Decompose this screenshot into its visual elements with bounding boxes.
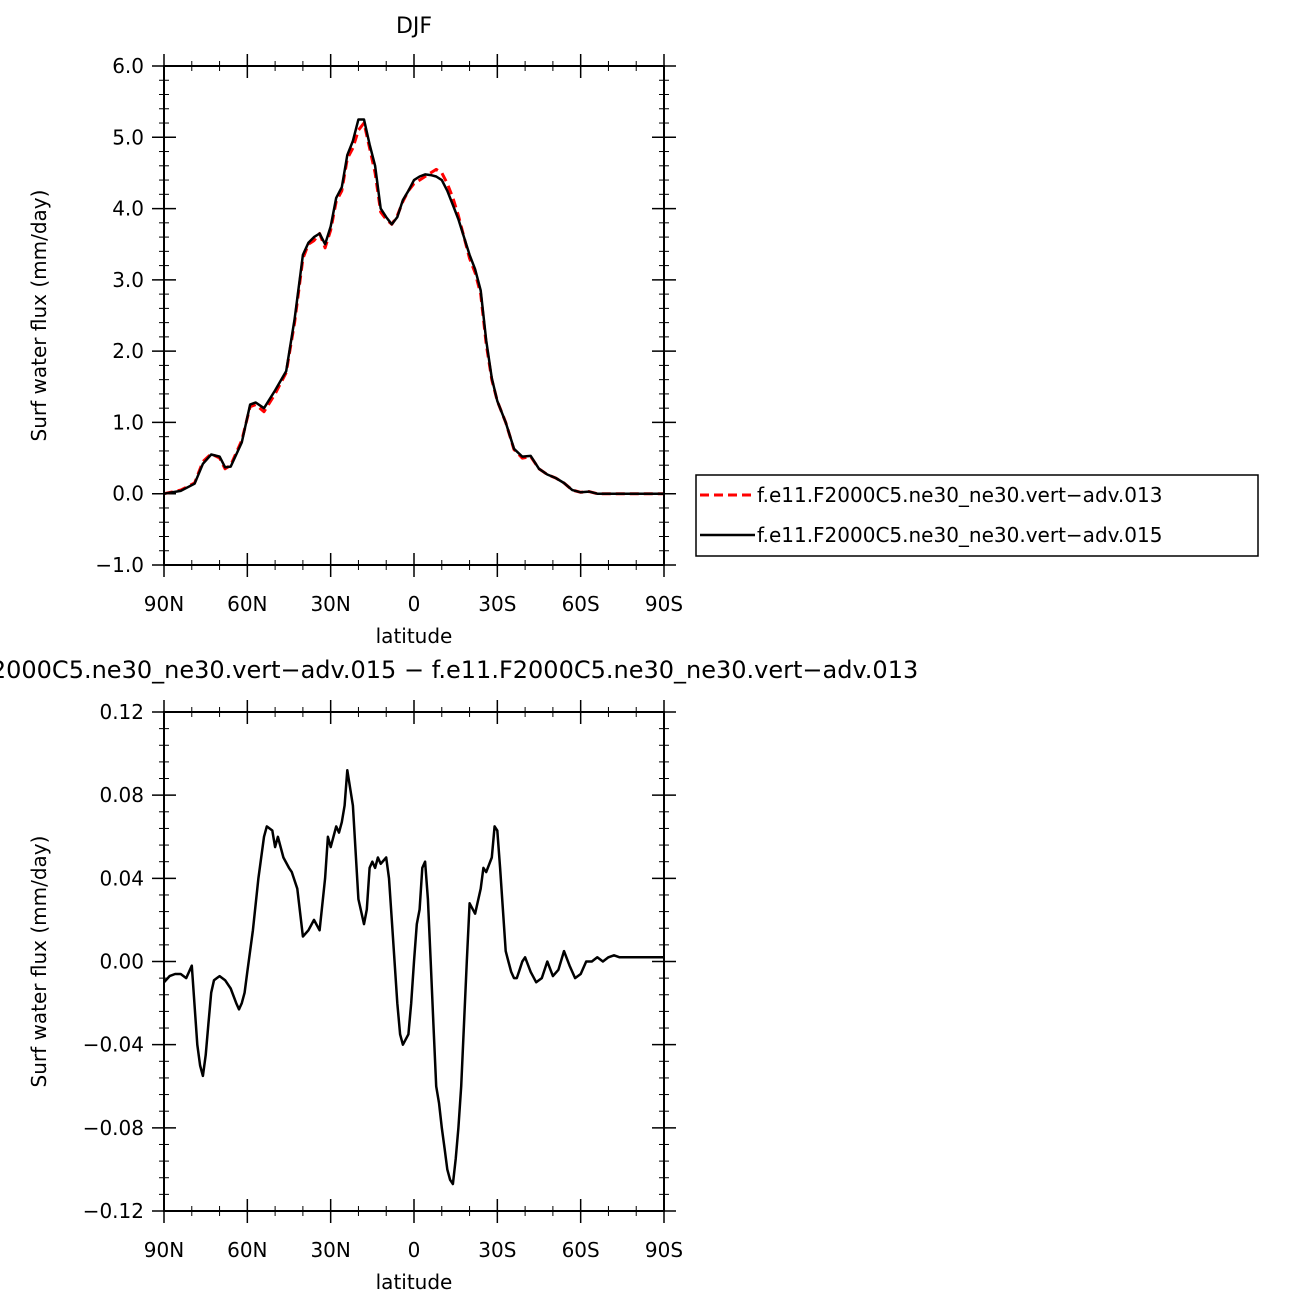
y-tick-label: 0.12 <box>99 700 144 724</box>
x-tick-label: 60N <box>227 1238 267 1262</box>
x-tick-label: 60S <box>562 592 600 616</box>
x-tick-label: 90N <box>144 1238 184 1262</box>
x-tick-label: 0 <box>408 592 421 616</box>
series-lines <box>163 118 664 496</box>
x-axis-label: latitude <box>376 624 453 648</box>
x-tick-label: 60N <box>227 592 267 616</box>
series-line-1 <box>163 118 664 495</box>
y-axis-ticks: −1.0 0.0 1.0 2.0 3.0 4.0 5.0 6.0 <box>95 54 676 577</box>
difference-chart-title: f.e11.F2000C5.ne30_ne30.vert−adv.015 − f… <box>0 656 918 684</box>
y-tick-label: 2.0 <box>112 339 144 363</box>
x-tick-label: 30N <box>310 592 350 616</box>
y-tick-label: −1.0 <box>95 553 144 577</box>
y-axis-label: Surf water flux (mm/day) <box>27 836 51 1088</box>
x-tick-label: 30N <box>310 1238 350 1262</box>
x-axis-label: latitude <box>376 1270 453 1294</box>
y-tick-label: 0.0 <box>112 482 144 506</box>
y-tick-label: −0.08 <box>83 1116 144 1140</box>
x-tick-label: 90S <box>645 592 683 616</box>
legend: f.e11.F2000C5.ne30_ne30.vert−adv.013 f.e… <box>695 474 1259 557</box>
y-tick-label: 0.04 <box>99 866 144 890</box>
y-tick-label: 6.0 <box>112 54 144 78</box>
y-tick-label: 5.0 <box>112 125 144 149</box>
y-axis-ticks: −0.12 −0.08 −0.04 0.00 0.04 0.08 0.12 <box>83 700 676 1223</box>
y-tick-label: −0.12 <box>83 1199 144 1223</box>
x-tick-label: 0 <box>408 1238 421 1262</box>
x-axis-ticks: 90N 60N 30N 0 30S 60S 90S <box>144 54 683 616</box>
x-tick-label: 30S <box>478 592 516 616</box>
y-axis-label: Surf water flux (mm/day) <box>27 190 51 442</box>
x-tick-label: 60S <box>562 1238 600 1262</box>
y-tick-label: 0.08 <box>99 783 144 807</box>
legend-label-015: f.e11.F2000C5.ne30_ne30.vert−adv.015 <box>757 523 1162 547</box>
legend-label-013: f.e11.F2000C5.ne30_ne30.vert−adv.013 <box>757 483 1162 507</box>
bottom-panel-chart: f.e11.F2000C5.ne30_ne30.vert−adv.015 − f… <box>0 656 918 1294</box>
x-tick-label: 90N <box>144 592 184 616</box>
plot-frame <box>163 65 665 566</box>
series-lines <box>163 768 664 1186</box>
series-line-0 <box>163 121 664 496</box>
y-tick-label: −0.04 <box>83 1033 144 1057</box>
x-tick-label: 90S <box>645 1238 683 1262</box>
x-tick-label: 30S <box>478 1238 516 1262</box>
chart-title: DJF <box>396 14 432 39</box>
y-tick-label: 0.00 <box>99 950 144 974</box>
y-tick-label: 4.0 <box>112 197 144 221</box>
legend-box <box>695 474 1259 557</box>
y-tick-label: 1.0 <box>112 410 144 434</box>
top-panel-chart: DJF −1.0 0.0 1.0 2.0 3.0 4.0 5.0 6.0 90N 60N 30N 0… <box>27 14 683 648</box>
series-line-0 <box>163 768 664 1186</box>
y-tick-label: 3.0 <box>112 268 144 292</box>
plot-frame <box>163 711 665 1212</box>
